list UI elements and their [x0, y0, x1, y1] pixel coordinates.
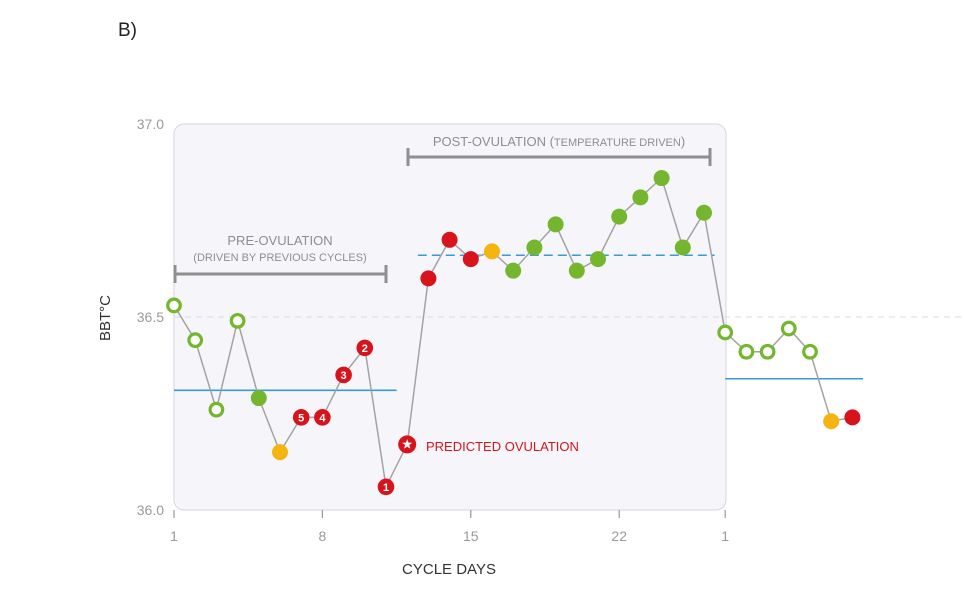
point-red	[844, 409, 861, 426]
predicted-ovulation-label: PREDICTED OVULATION	[426, 439, 579, 454]
point-open-green	[759, 343, 776, 360]
y-tick-label: 36.5	[137, 309, 164, 325]
star-icon	[402, 439, 413, 449]
pre-ovulation-subtitle: (DRIVEN BY PREVIOUS CYCLES)	[193, 252, 366, 264]
point-red	[462, 251, 479, 268]
point-green	[611, 208, 628, 225]
point-number-label: 1	[383, 482, 389, 494]
pre-ovulation-bracket	[173, 265, 388, 283]
y-tick-label: 37.0	[137, 116, 164, 132]
point-green	[547, 216, 564, 233]
point-red	[420, 270, 437, 287]
point-open-green	[208, 401, 225, 418]
point-number-label: 3	[341, 370, 347, 382]
point-red	[356, 339, 374, 357]
panel-label: B)	[118, 20, 137, 41]
point-orange	[272, 444, 288, 461]
point-open-green	[187, 332, 204, 349]
x-tick-label: 1	[721, 528, 729, 544]
point-green	[250, 390, 267, 407]
point-open-green	[738, 343, 755, 360]
point-green	[568, 262, 585, 279]
x-tick-label: 8	[319, 528, 327, 544]
temperature-points: 5 4 3 2 1	[166, 170, 861, 496]
point-open-green	[802, 343, 818, 360]
x-tick-label: 1	[170, 528, 178, 544]
x-axis-title: CYCLE DAYS	[402, 561, 496, 578]
point-red	[377, 478, 395, 496]
y-axis-title: BBT°C	[97, 295, 114, 341]
point-green	[505, 262, 522, 279]
point-red	[292, 409, 310, 426]
point-red	[441, 231, 458, 248]
point-orange	[484, 243, 500, 260]
point-open-green	[717, 324, 734, 341]
point-red	[314, 409, 331, 426]
point-green	[696, 204, 712, 221]
point-open-green	[780, 320, 797, 337]
post-ovulation-close: )	[681, 134, 685, 149]
point-red	[335, 366, 352, 384]
pre-ovulation-title: PRE-OVULATION	[227, 233, 332, 248]
point-green	[632, 189, 649, 206]
point-orange	[823, 413, 840, 430]
point-green	[674, 239, 691, 256]
point-open-green	[229, 312, 246, 329]
post-ovulation-bracket	[406, 148, 712, 166]
point-number-label: 4	[319, 412, 326, 424]
point-green	[526, 239, 543, 256]
x-tick-label: 22	[611, 528, 627, 544]
post-ovulation-small: TEMPERATURE DRIVEN	[554, 137, 681, 149]
x-tick-label: 15	[463, 528, 479, 544]
point-green	[653, 170, 670, 187]
point-green	[590, 251, 606, 268]
post-ovulation-main: POST-OVULATION (	[433, 134, 555, 149]
point-number-label: 2	[362, 343, 368, 355]
x-ticks: 1 8 15 22 1	[170, 510, 729, 544]
point-number-label: 5	[298, 412, 304, 424]
post-ovulation-title: POST-OVULATION (TEMPERATURE DRIVEN)	[433, 134, 685, 149]
point-open-green	[166, 297, 182, 314]
y-tick-label: 36.0	[137, 502, 164, 518]
